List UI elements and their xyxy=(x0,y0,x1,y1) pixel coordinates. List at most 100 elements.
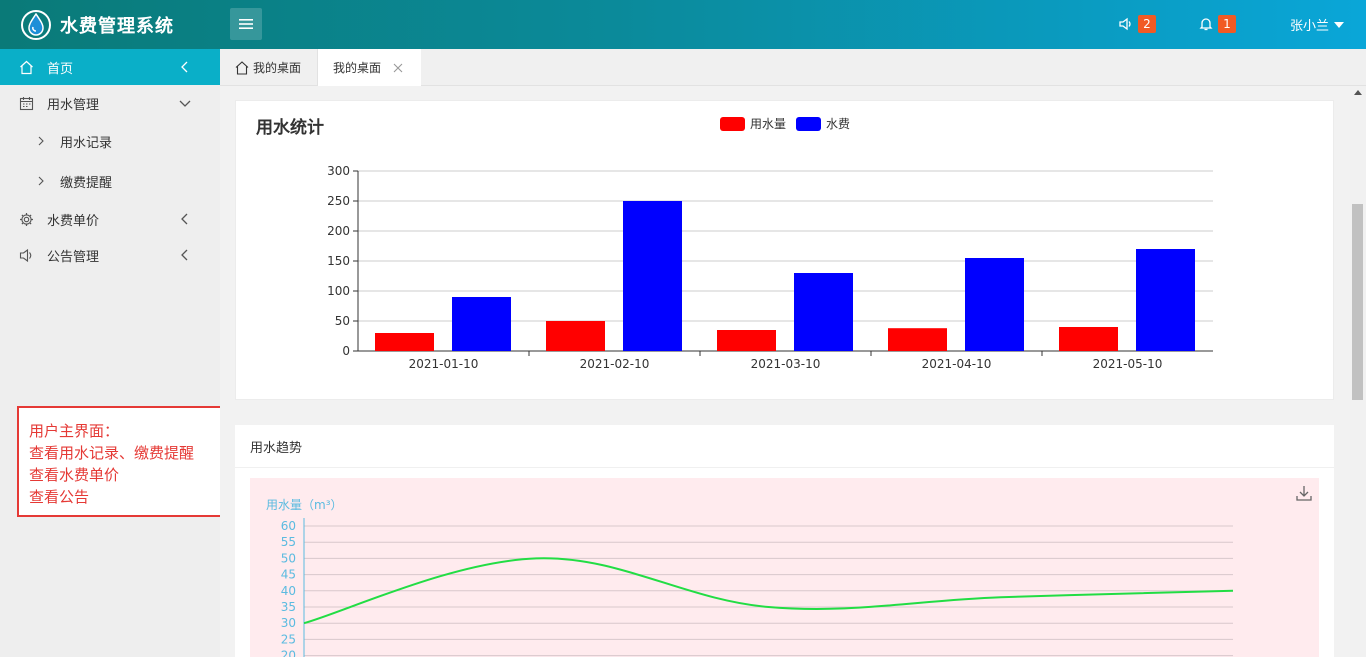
card-title: 用水趋势 xyxy=(235,425,1334,468)
y-tick-label: 0 xyxy=(342,344,350,358)
sidebar-item-announcements[interactable]: 公告管理 xyxy=(0,237,220,273)
menu-toggle-button[interactable] xyxy=(230,8,262,40)
alert-button[interactable]: 1 xyxy=(1199,14,1236,34)
sidebar-item-label: 公告管理 xyxy=(47,249,100,265)
note-line: 查看水费单价 xyxy=(29,466,120,484)
x-tick-label: 2021-01-10 xyxy=(409,357,479,371)
tab-bar: 我的桌面 我的桌面 xyxy=(220,49,1366,86)
bar-usage xyxy=(1059,327,1118,351)
legend-label: 用水量 xyxy=(750,117,787,131)
user-menu[interactable]: 张小兰 xyxy=(1290,15,1345,34)
sidebar-subitem-water-records[interactable]: 用水记录 xyxy=(0,121,220,161)
home-icon xyxy=(18,59,34,75)
y-tick-label: 25 xyxy=(281,632,296,646)
speaker-icon xyxy=(18,247,34,263)
y-tick-label: 20 xyxy=(281,649,296,657)
bar-usage xyxy=(546,321,605,351)
x-tick-label: 2021-03-10 xyxy=(751,357,821,371)
tab-label: 我的桌面 xyxy=(333,61,382,75)
main-content: 用水统计 用水量 水费 0 50 100 150 200 250 300 2021-01-10… xyxy=(220,86,1350,657)
calendar-icon xyxy=(18,95,34,111)
y-tick-label: 30 xyxy=(281,616,296,630)
user-name: 张小兰 xyxy=(1290,19,1330,34)
chart-legend: 用水量 水费 xyxy=(720,115,860,132)
notice-count-badge: 2 xyxy=(1138,15,1156,33)
legend-entry-fee[interactable]: 水费 xyxy=(796,115,850,132)
tab-home[interactable]: 我的桌面 xyxy=(220,49,318,86)
legend-entry-usage[interactable]: 用水量 xyxy=(720,115,786,132)
sidebar-subitem-payment-reminder[interactable]: 缴费提醒 xyxy=(0,161,220,201)
bar-usage xyxy=(375,333,434,351)
sidebar-subitem-label: 用水记录 xyxy=(60,135,113,151)
sidebar-item-label: 用水管理 xyxy=(47,97,100,113)
sidebar-subitem-label: 缴费提醒 xyxy=(60,175,113,191)
legend-swatch xyxy=(720,116,745,131)
bell-icon xyxy=(1199,18,1213,31)
bar-fee xyxy=(623,201,682,351)
y-tick-label: 60 xyxy=(281,519,296,533)
speaker-icon xyxy=(1119,17,1131,31)
tab-label: 我的桌面 xyxy=(253,61,302,75)
bar-fee xyxy=(452,297,511,351)
note-line: 查看公告 xyxy=(29,488,90,506)
y-tick-label: 45 xyxy=(281,568,296,582)
x-tick-label: 2021-04-10 xyxy=(922,357,992,371)
gear-icon xyxy=(18,211,34,227)
top-header: 水费管理系统 2 1 张小兰 xyxy=(0,0,1366,49)
x-tick-label: 2021-02-10 xyxy=(580,357,650,371)
annotation-note: 用户主界面： 查看用水记录、缴费提醒 查看水费单价 查看公告 xyxy=(17,406,225,517)
y-tick-label: 200 xyxy=(327,224,350,238)
y-tick-label: 150 xyxy=(327,254,350,268)
download-icon[interactable] xyxy=(1295,484,1313,502)
chevron-left-icon xyxy=(181,213,188,225)
sidebar-item-water-price[interactable]: 水费单价 xyxy=(0,201,220,237)
hamburger-icon xyxy=(239,19,253,29)
bar-fee xyxy=(965,258,1024,351)
usage-line-chart: 用水量（m³） 20 25 30 35 40 45 50 55 60 xyxy=(266,498,1234,657)
sidebar: 首页 用水管理 用水记录 缴费提醒 水费单价 公告管理 用户主界面： 查看用水记… xyxy=(0,49,225,657)
bar-usage xyxy=(717,330,776,351)
x-tick-label: 2021-05-10 xyxy=(1093,357,1163,371)
chevron-right-icon xyxy=(38,136,44,146)
app-title: 水费管理系统 xyxy=(60,16,174,37)
usage-statistics-card: 用水统计 用水量 水费 0 50 100 150 200 250 300 2021-01-10… xyxy=(235,100,1334,400)
legend-swatch xyxy=(796,116,822,131)
close-icon[interactable] xyxy=(393,63,403,73)
tab-desktop-active[interactable]: 我的桌面 xyxy=(318,49,421,86)
scroll-up-arrow-icon[interactable] xyxy=(1354,90,1362,95)
caret-down-icon xyxy=(1334,21,1345,28)
sidebar-item-label: 首页 xyxy=(47,61,74,77)
y-axis-label: 用水量（m³） xyxy=(266,498,343,512)
y-tick-label: 55 xyxy=(281,535,296,549)
y-tick-label: 35 xyxy=(281,600,296,614)
sidebar-item-water-management[interactable]: 用水管理 xyxy=(0,85,220,121)
y-tick-label: 100 xyxy=(327,284,350,298)
y-tick-label: 250 xyxy=(327,194,350,208)
bar-fee xyxy=(1136,249,1195,351)
bar-usage xyxy=(888,328,947,351)
chart-title: 用水统计 xyxy=(256,118,324,138)
sidebar-item-label: 水费单价 xyxy=(47,213,100,229)
note-line: 查看用水记录、缴费提醒 xyxy=(29,444,195,462)
notice-button[interactable]: 2 xyxy=(1119,14,1156,34)
alert-count-badge: 1 xyxy=(1218,15,1236,33)
chevron-left-icon xyxy=(181,61,188,73)
usage-trend-card: 用水趋势 用水量（m³） 20 25 30 35 40 45 50 55 60 xyxy=(235,425,1334,657)
trend-chart-area: 用水量（m³） 20 25 30 35 40 45 50 55 60 xyxy=(250,478,1319,657)
chevron-right-icon xyxy=(38,176,44,186)
y-tick-label: 40 xyxy=(281,584,296,598)
y-tick-label: 50 xyxy=(281,551,296,565)
app-logo: 水费管理系统 xyxy=(20,9,174,41)
legend-label: 水费 xyxy=(826,117,851,131)
usage-bar-chart: 0 50 100 150 200 250 300 2021-01-10 2021-02-10 20… xyxy=(327,164,1213,371)
home-icon xyxy=(235,60,249,75)
water-drop-logo-icon xyxy=(21,10,51,40)
vertical-scrollbar[interactable] xyxy=(1350,86,1366,657)
usage-trend-line xyxy=(303,557,1234,625)
scrollbar-thumb[interactable] xyxy=(1352,204,1363,400)
bar-fee xyxy=(794,273,853,351)
sidebar-item-home[interactable]: 首页 xyxy=(0,49,220,85)
chevron-left-icon xyxy=(181,249,188,261)
chevron-down-icon xyxy=(179,100,191,107)
note-line: 用户主界面： xyxy=(29,422,120,440)
